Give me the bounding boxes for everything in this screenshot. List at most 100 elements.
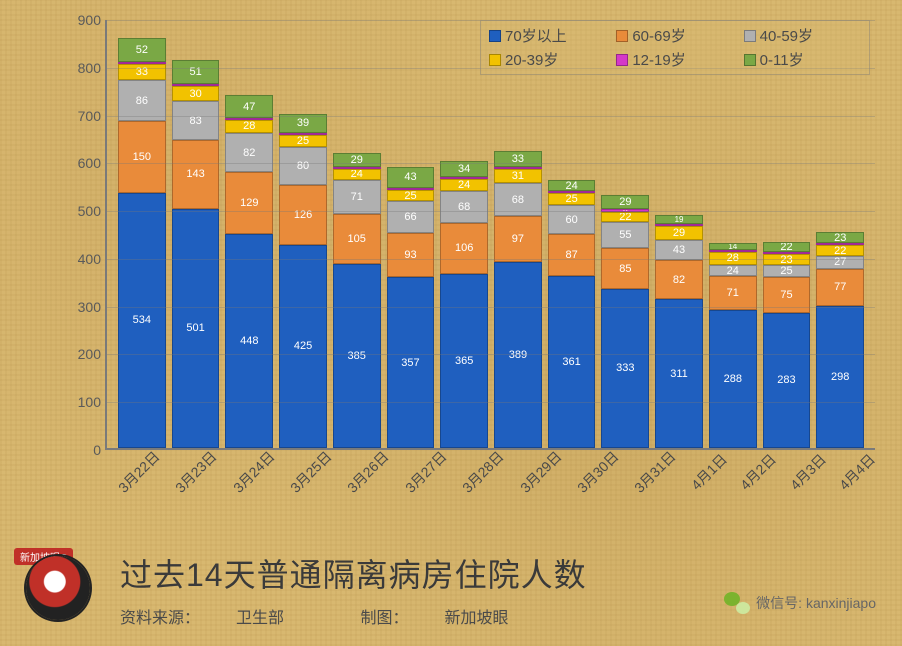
segment-value: 14 xyxy=(728,243,737,250)
segment-value: 75 xyxy=(780,289,792,301)
segment-value: 22 xyxy=(834,245,846,256)
bar-segment-age70: 385 xyxy=(333,264,381,448)
chart-container: 5341508633352501143833035144812982282474… xyxy=(30,10,885,510)
legend-swatch xyxy=(616,30,628,42)
segment-value: 106 xyxy=(455,242,473,254)
segment-value: 68 xyxy=(512,194,524,206)
bar-segment-age20: 28 xyxy=(225,120,273,133)
x-tick-label: 3月26日 xyxy=(343,447,393,497)
segment-value: 501 xyxy=(186,322,204,334)
segment-value: 311 xyxy=(670,368,688,380)
segment-value: 24 xyxy=(351,169,363,180)
y-tick-label: 0 xyxy=(93,442,101,458)
segment-value: 60 xyxy=(565,214,577,226)
bar-segment-age60: 97 xyxy=(494,216,542,262)
segment-value: 55 xyxy=(619,229,631,241)
bar-segment-age70: 365 xyxy=(440,274,488,448)
x-tick-label: 3月31日 xyxy=(630,447,680,497)
x-tick-label: 3月23日 xyxy=(171,447,221,497)
bar-segment-age20: 22 xyxy=(601,212,649,223)
grid-line xyxy=(107,116,875,117)
segment-value: 82 xyxy=(673,274,685,286)
bar-column: 361876025324 xyxy=(548,180,596,448)
bar-segment-age0: 43 xyxy=(387,167,435,188)
segment-value: 105 xyxy=(348,233,366,245)
segment-value: 80 xyxy=(297,160,309,172)
bar-segment-age0: 29 xyxy=(333,153,381,167)
segment-value: 43 xyxy=(673,244,685,256)
segment-value: 25 xyxy=(780,265,792,277)
bar-column: 3651066824234 xyxy=(440,161,488,448)
wechat-icon xyxy=(724,592,750,614)
bar-column: 5341508633352 xyxy=(118,38,166,448)
segment-value: 24 xyxy=(727,265,739,276)
segment-value: 143 xyxy=(186,168,204,180)
bar-column: 333855522629 xyxy=(601,195,649,448)
segment-value: 385 xyxy=(348,350,366,362)
chart-title: 过去14天普通隔离病房住院人数 xyxy=(120,550,587,596)
segment-value: 52 xyxy=(136,44,148,56)
eye-icon xyxy=(26,556,90,620)
bar-segment-age0: 22 xyxy=(763,242,811,253)
legend: 70岁以上60-69岁40-59岁20-39岁12-19岁0-11岁 xyxy=(480,20,870,75)
segment-value: 25 xyxy=(297,135,309,147)
bar-column: 3851057124229 xyxy=(333,153,381,448)
footer: 过去14天普通隔离病房住院人数 资料来源：卫生部 制图：新加坡眼 xyxy=(120,550,587,628)
bar-segment-age60: 129 xyxy=(225,172,273,234)
legend-swatch xyxy=(744,54,756,66)
bar-segment-age60: 82 xyxy=(655,260,703,299)
bar-segment-age60: 126 xyxy=(279,185,327,245)
x-tick-label: 3月27日 xyxy=(400,447,450,497)
x-tick-label: 3月25日 xyxy=(286,447,336,497)
x-axis-labels: 3月22日3月23日3月24日3月25日3月26日3月27日3月28日3月29日… xyxy=(105,455,875,475)
segment-value: 86 xyxy=(136,95,148,107)
bar-segment-age70: 298 xyxy=(816,306,864,448)
bar-segment-age70: 288 xyxy=(709,310,757,448)
segment-value: 357 xyxy=(401,357,419,369)
segment-value: 534 xyxy=(133,314,151,326)
bar-segment-age20: 33 xyxy=(118,64,166,80)
bar-segment-age60: 150 xyxy=(118,121,166,193)
segment-value: 71 xyxy=(351,191,363,203)
x-tick-label: 3月29日 xyxy=(515,447,565,497)
grid-line xyxy=(107,259,875,260)
segment-value: 66 xyxy=(404,211,416,223)
legend-label: 0-11岁 xyxy=(760,49,804,70)
bar-segment-age40: 80 xyxy=(279,147,327,185)
bar-segment-age0: 51 xyxy=(172,60,220,84)
segment-value: 30 xyxy=(189,88,201,100)
bar-segment-age0: 23 xyxy=(816,232,864,243)
bar-column: 389976831333 xyxy=(494,151,542,448)
bar-segment-age0: 19 xyxy=(655,215,703,224)
y-tick-label: 100 xyxy=(78,394,101,410)
bar-segment-age0: 52 xyxy=(118,38,166,63)
segment-value: 85 xyxy=(619,263,631,275)
y-tick-label: 700 xyxy=(78,108,101,124)
bar-segment-age40: 43 xyxy=(655,240,703,261)
segment-value: 22 xyxy=(780,242,792,253)
x-tick-label: 3月22日 xyxy=(114,447,164,497)
bar-column: 288712428314 xyxy=(709,243,757,448)
bars-group: 5341508633352501143833035144812982282474… xyxy=(107,20,875,448)
y-tick-label: 400 xyxy=(78,251,101,267)
bar-column: 298772722423 xyxy=(816,232,864,448)
bar-segment-age70: 333 xyxy=(601,289,649,448)
segment-value: 24 xyxy=(565,180,577,191)
segment-value: 333 xyxy=(616,362,634,374)
legend-swatch xyxy=(744,30,756,42)
bar-segment-age0: 24 xyxy=(548,180,596,191)
segment-value: 28 xyxy=(243,120,255,132)
bar-segment-age60: 105 xyxy=(333,214,381,264)
bar-segment-age20: 24 xyxy=(440,179,488,190)
y-tick-label: 600 xyxy=(78,155,101,171)
segment-value: 29 xyxy=(673,227,685,239)
bar-segment-age40: 82 xyxy=(225,133,273,172)
segment-value: 19 xyxy=(675,215,684,224)
bar-segment-age20: 31 xyxy=(494,169,542,184)
bar-segment-age0: 47 xyxy=(225,95,273,117)
segment-value: 361 xyxy=(562,356,580,368)
bar-segment-age20: 22 xyxy=(816,245,864,256)
bar-segment-age60: 71 xyxy=(709,276,757,310)
bar-segment-age40: 66 xyxy=(387,201,435,233)
bar-column: 5011438330351 xyxy=(172,60,220,448)
